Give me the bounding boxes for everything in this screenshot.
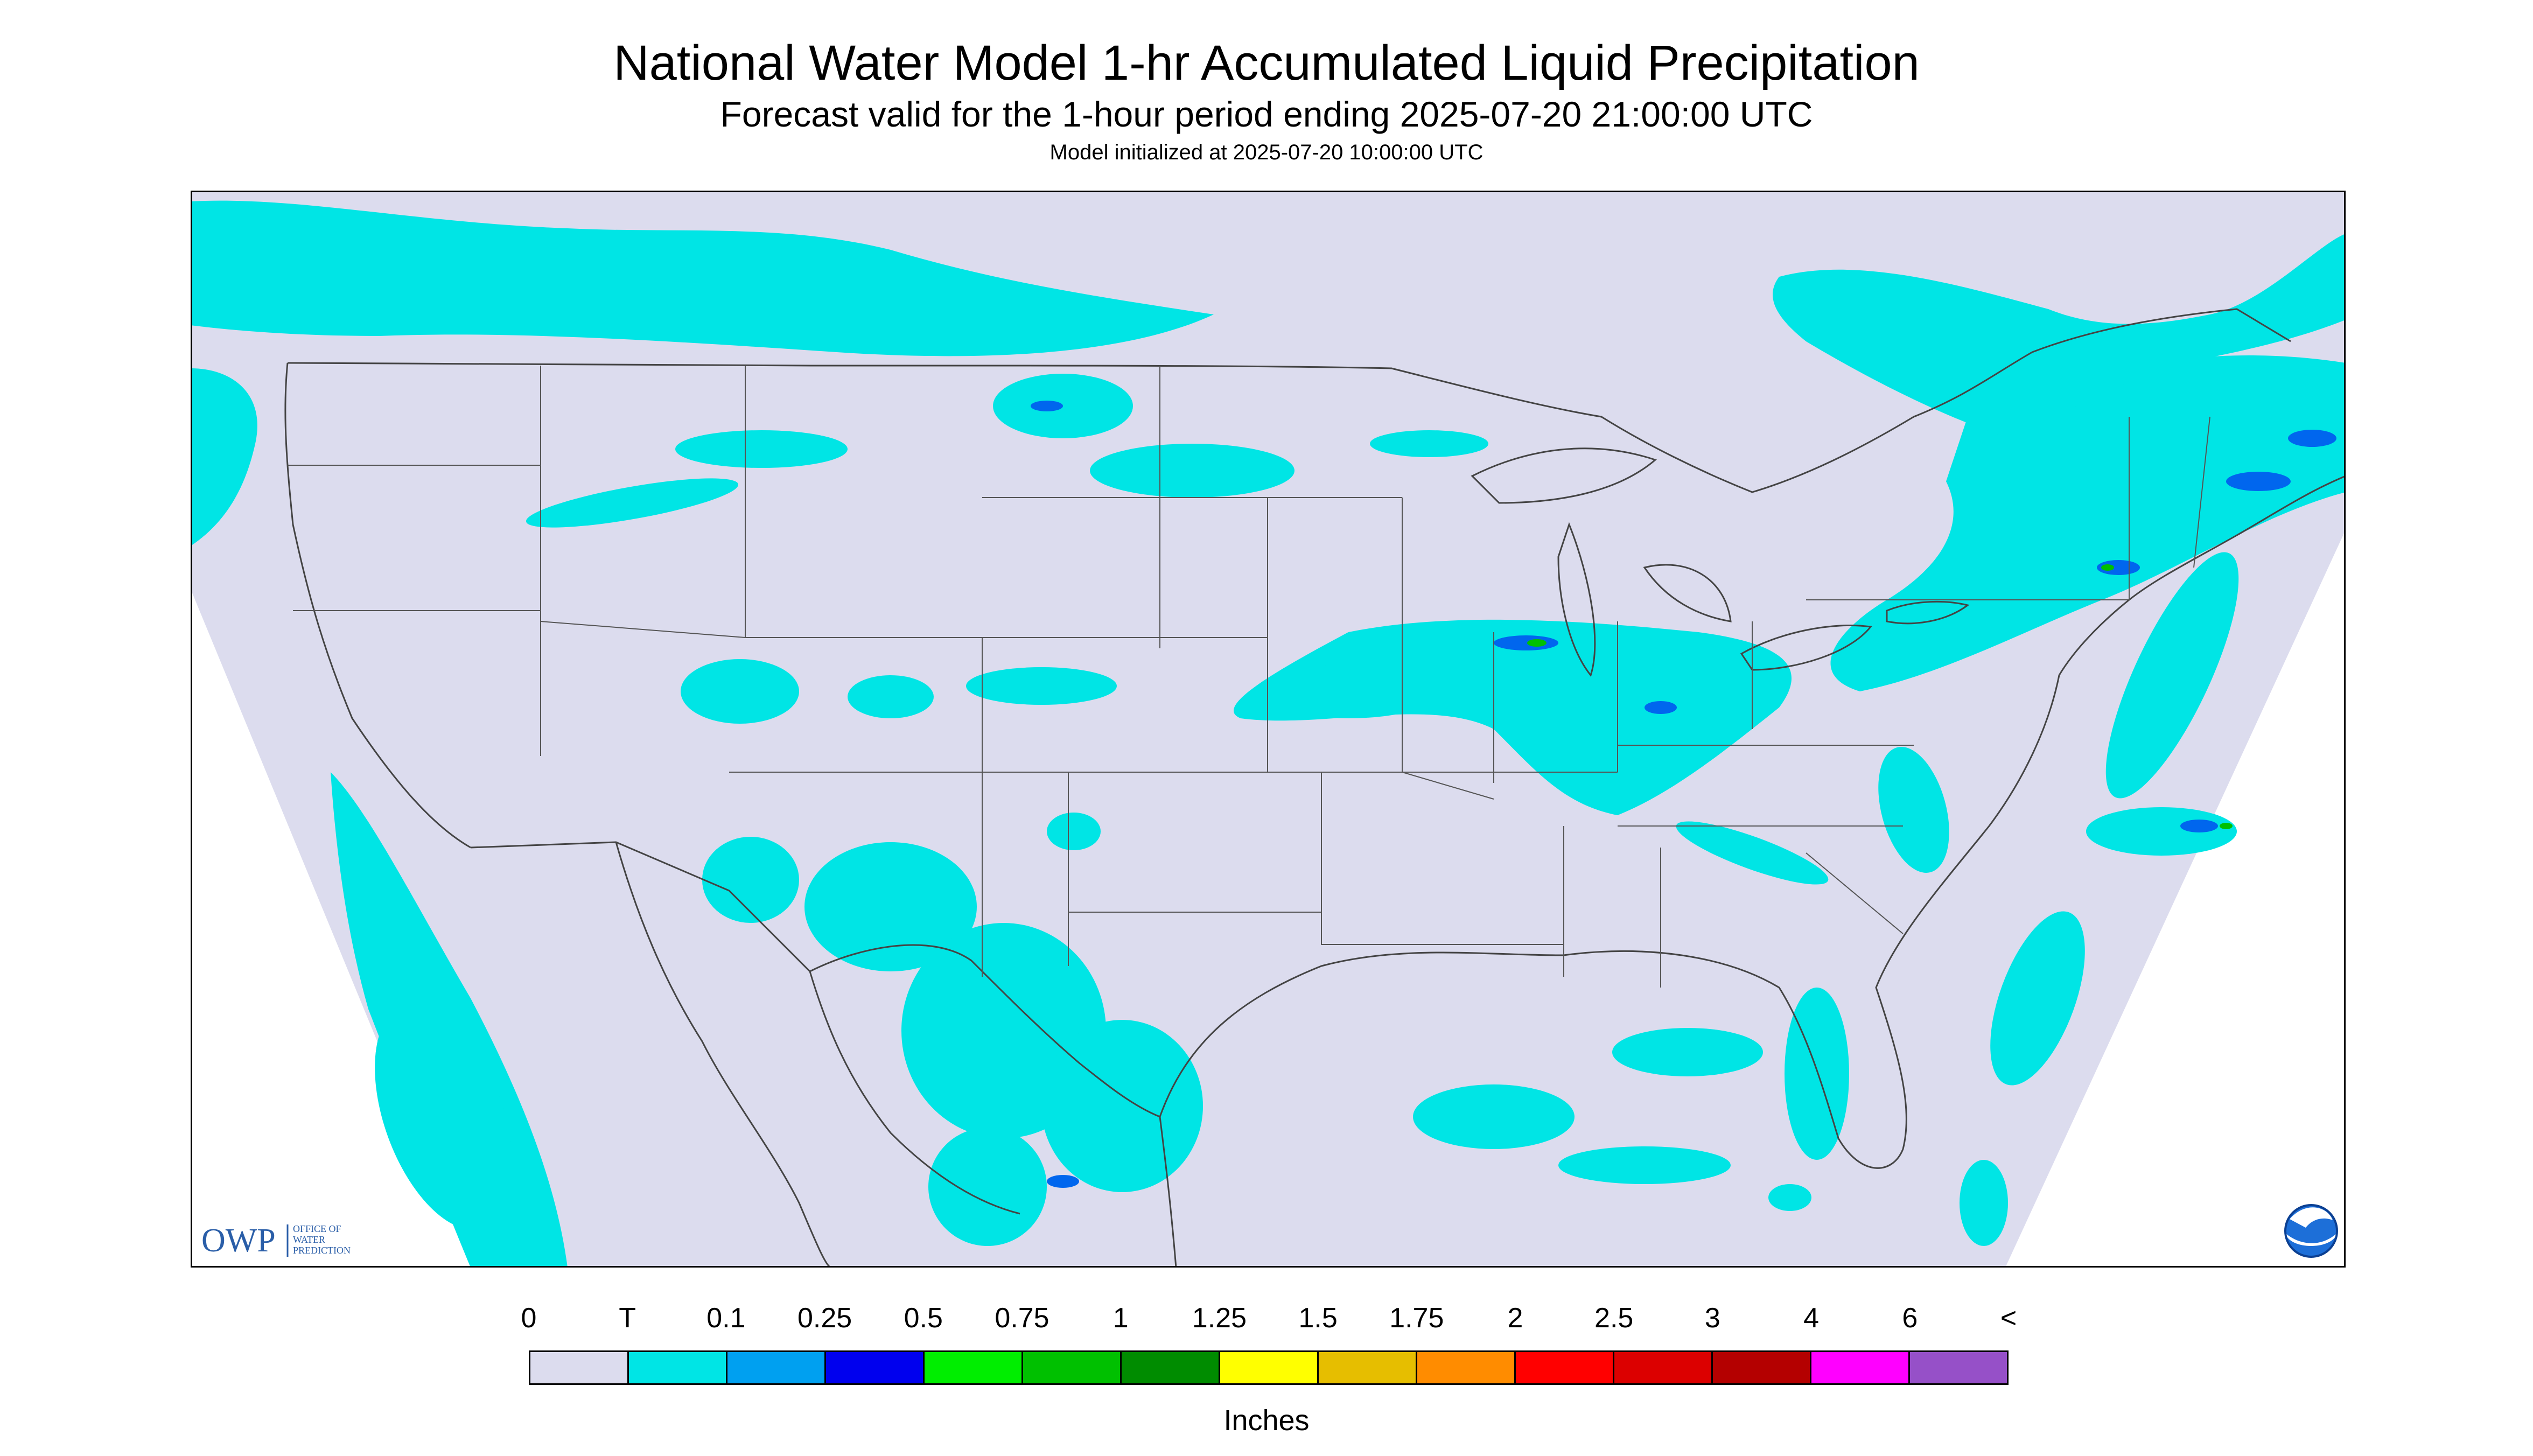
legend-units: Inches [1223,1404,1310,1437]
legend-label: 4 [1803,1303,1820,1334]
owp-logo-letters: OWP [201,1222,276,1259]
owp-logo-line-2: WATER [293,1234,325,1245]
legend-swatch [925,1352,1023,1383]
legend-swatch [1417,1352,1516,1383]
legend-swatch [1910,1352,2007,1383]
legend-label: 1 [1112,1303,1129,1334]
legend-label: 6 [1902,1303,1918,1334]
legend-label: < [2000,1303,2017,1334]
owp-logo-line-3: PREDICTION [293,1245,351,1256]
legend-swatch [1122,1352,1220,1383]
legend-swatch [1811,1352,1910,1383]
map-title: National Water Model 1-hr Accumulated Li… [613,36,1920,90]
legend-label: 0 [521,1303,537,1334]
legend-swatch [530,1352,629,1383]
heavy-precip-cells [1031,401,2336,1188]
state-boundaries [288,366,2210,988]
legend-swatch [1023,1352,1122,1383]
map-border [191,191,2346,1268]
precip-areas [191,200,2346,1268]
moderate-precip-cells [1527,564,2233,829]
precipitation-map: OWP OFFICE OF WATER PREDICTION [191,191,2346,1268]
legend-label: 0.5 [904,1303,943,1334]
legend-label: 0.1 [706,1303,746,1334]
legend-swatch [1220,1352,1319,1383]
legend-swatch [727,1352,826,1383]
legend-labels: 0 T 0.1 0.25 0.5 0.75 1 1.25 1.5 1.75 2 2.5 3 4 6 < [0,1302,2533,1340]
legend-swatch [1516,1352,1614,1383]
legend-label: 0.25 [797,1303,852,1334]
legend-label: 0.75 [995,1303,1049,1334]
legend-swatch [826,1352,925,1383]
owp-logo: OWP OFFICE OF WATER PREDICTION [201,1222,351,1259]
legend-label: 2.5 [1594,1303,1634,1334]
legend-label: 1.25 [1192,1303,1247,1334]
legend-label: 2 [1507,1303,1523,1334]
legend-label: T [619,1303,636,1334]
model-init-time: Model initialized at 2025-07-20 10:00:00… [1049,141,1484,164]
legend-swatch [629,1352,727,1383]
owp-logo-line-1: OFFICE OF [293,1223,341,1234]
legend-swatch [1614,1352,1713,1383]
legend-label: 3 [1704,1303,1720,1334]
legend-label: 1.5 [1298,1303,1338,1334]
political-boundaries [284,308,2346,1268]
legend-color-bar [529,1350,2009,1385]
legend-swatch [1319,1352,1417,1383]
map-subtitle: Forecast valid for the 1-hour period end… [720,94,1813,134]
noaa-logo [2284,1204,2338,1258]
legend-swatch [1713,1352,1811,1383]
legend-label: 1.75 [1389,1303,1444,1334]
